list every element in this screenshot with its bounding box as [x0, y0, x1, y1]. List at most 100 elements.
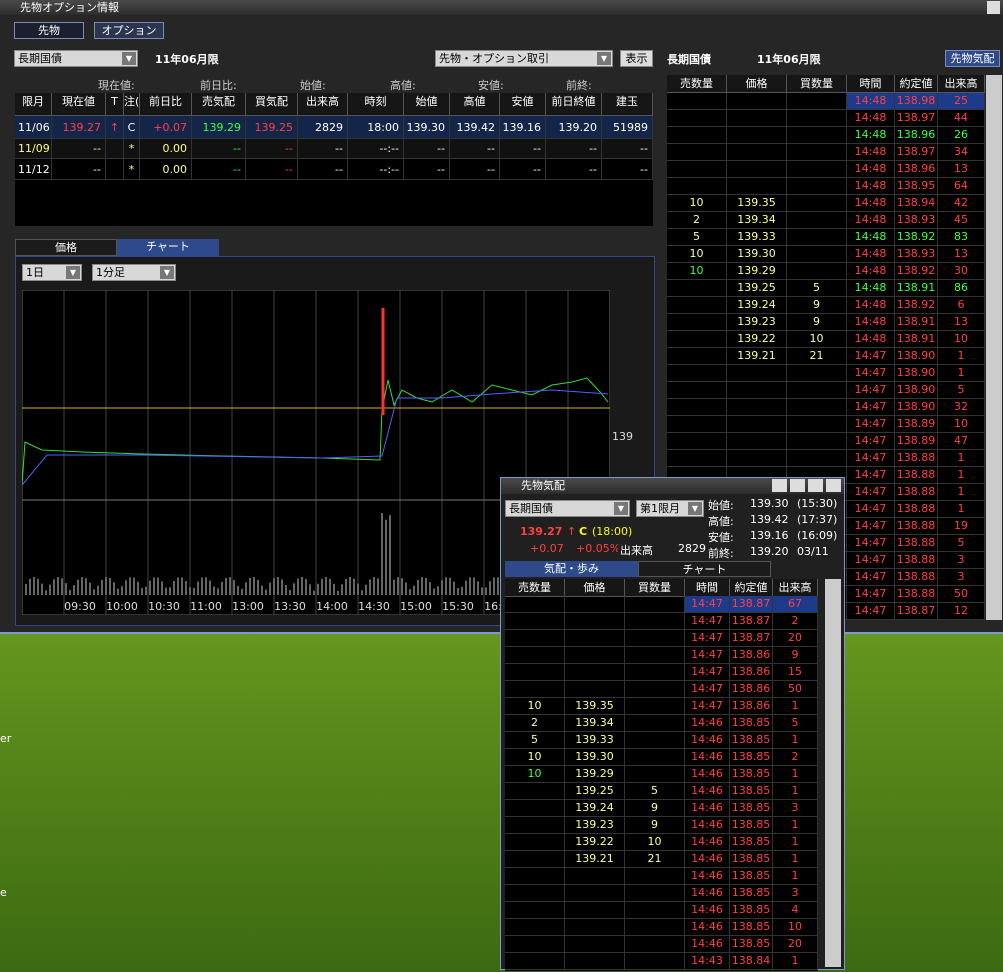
x-tick-label: 13:00 — [232, 600, 264, 613]
board-cell: 1 — [773, 953, 818, 970]
popup-info: 前終: — [708, 547, 734, 560]
board-header: 出来高 — [773, 579, 818, 597]
board-cell: 139.35 — [727, 195, 787, 212]
desktop-icon-label[interactable]: er — [0, 732, 12, 745]
popup-change: +0.07 — [530, 542, 564, 555]
popup-scrollbar[interactable] — [825, 579, 841, 967]
board-cell: 10 — [667, 195, 727, 212]
period-select[interactable]: 1日 ▼ — [22, 264, 82, 281]
board-empty-cell — [787, 178, 847, 195]
board-cell: 14:48 — [847, 297, 895, 314]
board-empty-cell — [625, 732, 685, 749]
board-empty-cell — [667, 93, 727, 110]
board-cell: 139.29 — [727, 263, 787, 280]
popup-control[interactable] — [826, 479, 841, 492]
board-empty-cell — [727, 365, 787, 382]
board-cell: 138.92 — [895, 229, 938, 246]
popup-control[interactable] — [790, 479, 805, 492]
board-cell: 14:48 — [847, 246, 895, 263]
board-cell: 14:46 — [685, 851, 730, 868]
board-panel — [505, 579, 818, 971]
quote-cell: -- — [450, 159, 500, 180]
top-tab[interactable]: 先物 — [14, 22, 84, 39]
board-cell: 10 — [505, 766, 565, 783]
popup-time: (18:00) — [592, 525, 633, 538]
popup-volume: 2829 — [678, 542, 706, 555]
board-cell: 138.92 — [895, 297, 938, 314]
board-empty-cell — [667, 127, 727, 144]
board-cell: 14:47 — [847, 518, 895, 535]
board-cell: 1 — [773, 732, 818, 749]
board-empty-cell — [565, 681, 625, 698]
board-cell: 14:48 — [847, 314, 895, 331]
board-empty-cell — [625, 885, 685, 902]
board-cell: 21 — [787, 348, 847, 365]
board-cell: 5 — [667, 229, 727, 246]
quote-cell: 11/06 — [15, 116, 52, 139]
board-empty-cell — [727, 110, 787, 127]
popup-info: 139.16 — [750, 529, 789, 542]
board-cell: 3 — [938, 569, 985, 586]
board-cell: 10 — [938, 331, 985, 348]
board-cell: 21 — [625, 851, 685, 868]
interval-select[interactable]: 1分足 ▼ — [92, 264, 176, 281]
board-cell: 138.85 — [730, 936, 773, 953]
top-tab[interactable]: オプション — [94, 22, 164, 39]
popup-arrow: ↑ — [567, 525, 577, 538]
board-button[interactable]: 先物気配 — [945, 50, 1000, 67]
board-cell: 138.87 — [730, 596, 773, 613]
board-cell: 14:43 — [685, 953, 730, 970]
board-cell: 138.85 — [730, 732, 773, 749]
popup-contract[interactable]: 第1限月 ▼ — [636, 500, 704, 517]
board-cell: 14:46 — [685, 817, 730, 834]
desktop-icon-label[interactable]: e — [0, 886, 7, 899]
board-empty-cell — [505, 885, 565, 902]
view-tab[interactable]: 価格 — [15, 239, 117, 256]
board-cell: 138.87 — [730, 630, 773, 647]
x-tick-label: 13:30 — [274, 600, 306, 613]
board-empty-cell — [787, 161, 847, 178]
board-cell: 15 — [773, 664, 818, 681]
board-cell: 14:48 — [847, 178, 895, 195]
board-empty-cell — [565, 630, 625, 647]
view-tab[interactable]: チャート — [117, 239, 219, 256]
show-button[interactable]: 表示 — [620, 50, 653, 67]
board-cell: 14:48 — [847, 212, 895, 229]
board-cell: 10 — [938, 416, 985, 433]
board-cell: 6 — [938, 297, 985, 314]
mode-select[interactable]: 先物・オプション取引 ▼ — [435, 50, 613, 67]
popup-info: 139.20 — [750, 545, 789, 558]
board-cell: 139.24 — [727, 297, 787, 314]
board-cell: 139.30 — [565, 749, 625, 766]
popup-product[interactable]: 長期国債 ▼ — [505, 500, 630, 517]
title-t-icon[interactable] — [987, 1, 1000, 14]
board-empty-cell — [565, 936, 625, 953]
board-cell: 138.85 — [730, 851, 773, 868]
summary-label: 現在値: — [98, 79, 135, 91]
board-cell: 10 — [505, 698, 565, 715]
board-cell: 25 — [938, 93, 985, 110]
board-cell: 138.88 — [895, 569, 938, 586]
quote-cell: 139.29 — [192, 116, 246, 139]
product-select[interactable]: 長期国債 ▼ — [14, 50, 138, 67]
quote-header: 前日比 — [140, 93, 192, 116]
board-header: 価格 — [565, 579, 625, 597]
board-scrollbar[interactable] — [986, 75, 1002, 620]
board-empty-cell — [787, 212, 847, 229]
board-cell: 1 — [773, 698, 818, 715]
board-empty-cell — [625, 647, 685, 664]
board-empty-cell — [565, 953, 625, 970]
popup-control[interactable] — [772, 479, 787, 492]
popup-control[interactable] — [808, 479, 823, 492]
quote-cell: * — [124, 159, 140, 180]
popup-tab[interactable]: チャート — [638, 561, 771, 577]
board-cell: 45 — [938, 212, 985, 229]
board-header: 買数量 — [625, 579, 685, 597]
quote-header: 出来高 — [298, 93, 348, 116]
board-cell: 14:48 — [847, 331, 895, 348]
board-cell: 138.88 — [895, 484, 938, 501]
quote-header: 始値 — [404, 93, 450, 116]
popup-tab[interactable]: 気配・歩み — [505, 561, 638, 577]
quote-cell: -- — [246, 159, 298, 180]
quote-cell: 2829 — [298, 116, 348, 139]
